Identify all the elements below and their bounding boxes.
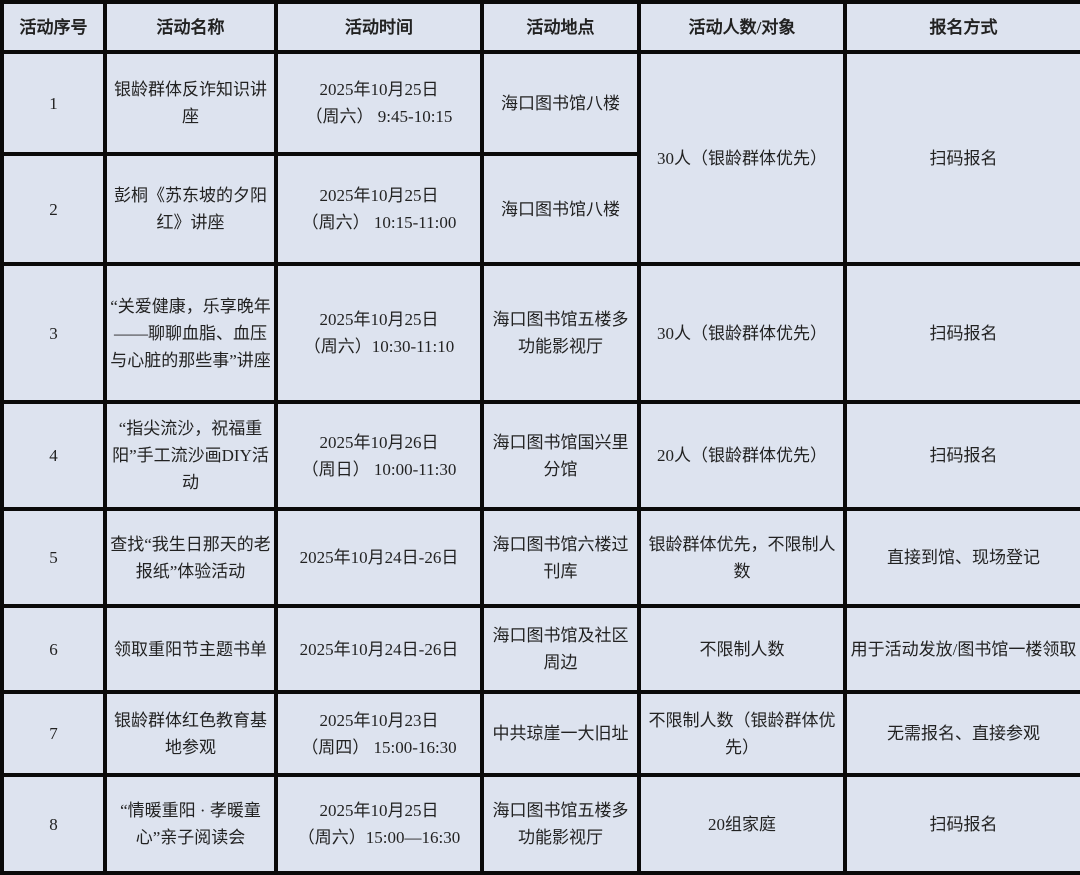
- table-row: 2 彭桐《苏东坡的夕阳红》讲座 2025年10月25日 （周六） 10:15-11…: [0, 152, 1080, 266]
- cell-people: 20人（银龄群体优先）: [637, 400, 847, 511]
- cell-signup: 用于活动发放/图书馆一楼领取: [843, 604, 1080, 694]
- cell-signup: 无需报名、直接参观: [843, 690, 1080, 777]
- table-row: 1 银龄群体反诈知识讲座 2025年10月25日 （周六） 9:45-10:15 …: [0, 50, 1080, 266]
- cell-signup: 直接到馆、现场登记: [843, 507, 1080, 608]
- cell-place: 海口图书馆八楼: [480, 50, 641, 156]
- cell-name: 领取重阳节主题书单: [103, 604, 278, 694]
- header-no: 活动序号: [0, 0, 107, 54]
- time-slot: （周六） 9:45-10:15: [305, 107, 453, 126]
- cell-place: 海口图书馆五楼多功能影视厅: [480, 262, 641, 404]
- cell-people: 银龄群体优先，不限制人数: [637, 507, 847, 608]
- cell-place: 海口图书馆国兴里分馆: [480, 400, 641, 511]
- cell-signup: 扫码报名: [843, 773, 1080, 875]
- cell-place: 中共琼崖一大旧址: [480, 690, 641, 777]
- cell-signup: 扫码报名: [843, 50, 1080, 266]
- cell-name: 银龄群体红色教育基地参观: [103, 690, 278, 777]
- cell-people: 30人（银龄群体优先）: [637, 50, 847, 266]
- header-people: 活动人数/对象: [637, 0, 847, 54]
- time-date: 2025年10月26日: [319, 432, 439, 452]
- cell-name: “情暖重阳 · 孝暖童心”亲子阅读会: [103, 773, 278, 875]
- cell-place: 海口图书馆及社区周边: [480, 604, 641, 694]
- header-time: 活动时间: [274, 0, 484, 54]
- cell-time: 2025年10月23日 （周四） 15:00-16:30: [274, 690, 484, 777]
- cell-no: 1: [0, 50, 107, 156]
- header-place: 活动地点: [480, 0, 641, 54]
- table-row: 7 银龄群体红色教育基地参观 2025年10月23日 （周四） 15:00-16:…: [0, 690, 1080, 777]
- cell-time: 2025年10月24日-26日: [274, 507, 484, 608]
- cell-name: 查找“我生日那天的老报纸”体验活动: [103, 507, 278, 608]
- table-row: 3 “关爱健康，乐享晚年——聊聊血脂、血压与心脏的那些事”讲座 2025年10月…: [0, 262, 1080, 404]
- cell-name: “关爱健康，乐享晚年——聊聊血脂、血压与心脏的那些事”讲座: [103, 262, 278, 404]
- cell-people: 不限制人数（银龄群体优先）: [637, 690, 847, 777]
- cell-time: 2025年10月24日-26日: [274, 604, 484, 694]
- cell-place: 海口图书馆六楼过刊库: [480, 507, 641, 608]
- header-name: 活动名称: [103, 0, 278, 54]
- time-date: 2025年10月25日: [319, 186, 439, 205]
- cell-no: 8: [0, 773, 107, 875]
- cell-time: 2025年10月25日 （周六）10:30-11:10: [274, 262, 484, 404]
- cell-place: 海口图书馆五楼多功能影视厅: [480, 773, 641, 875]
- table-row: 8 “情暖重阳 · 孝暖童心”亲子阅读会 2025年10月25日 （周六）15:0…: [0, 773, 1080, 875]
- time-date: 2025年10月23日: [319, 710, 439, 730]
- time-date: 2025年10月25日: [319, 80, 439, 99]
- header-row: 活动序号 活动名称 活动时间 活动地点 活动人数/对象 报名方式: [0, 0, 1080, 54]
- table-row: 6 领取重阳节主题书单 2025年10月24日-26日 海口图书馆及社区周边 不…: [0, 604, 1080, 694]
- cell-no: 4: [0, 400, 107, 511]
- cell-no: 5: [0, 507, 107, 608]
- cell-place: 海口图书馆八楼: [480, 152, 641, 266]
- table-row: 5 查找“我生日那天的老报纸”体验活动 2025年10月24日-26日 海口图书…: [0, 507, 1080, 608]
- time-slot: （周六）10:30-11:10: [303, 337, 455, 356]
- cell-people: 20组家庭: [637, 773, 847, 875]
- cell-signup: 扫码报名: [843, 400, 1080, 511]
- time-date: 2025年10月25日: [319, 310, 439, 329]
- cell-no: 3: [0, 262, 107, 404]
- cell-time: 2025年10月25日 （周六）15:00—16:30: [274, 773, 484, 875]
- cell-name: 银龄群体反诈知识讲座: [103, 50, 278, 156]
- header-signup: 报名方式: [843, 0, 1080, 54]
- time-slot: （周六）15:00—16:30: [297, 828, 461, 847]
- time-slot: （周日） 10:00-11:30: [301, 459, 457, 479]
- cell-time: 2025年10月25日 （周六） 10:15-11:00: [274, 152, 484, 266]
- time-date: 2025年10月25日: [319, 801, 439, 820]
- cell-no: 6: [0, 604, 107, 694]
- cell-people: 不限制人数: [637, 604, 847, 694]
- cell-people: 30人（银龄群体优先）: [637, 262, 847, 404]
- table-row: 4 “指尖流沙，祝福重阳”手工流沙画DIY活动 2025年10月26日 （周日） …: [0, 400, 1080, 511]
- cell-no: 2: [0, 152, 107, 266]
- cell-time: 2025年10月26日 （周日） 10:00-11:30: [274, 400, 484, 511]
- cell-time: 2025年10月25日 （周六） 9:45-10:15: [274, 50, 484, 156]
- time-slot: （周六） 10:15-11:00: [301, 213, 457, 232]
- cell-name: 彭桐《苏东坡的夕阳红》讲座: [103, 152, 278, 266]
- cell-no: 7: [0, 690, 107, 777]
- cell-name: “指尖流沙，祝福重阳”手工流沙画DIY活动: [103, 400, 278, 511]
- time-slot: （周四） 15:00-16:30: [301, 737, 457, 757]
- cell-signup: 扫码报名: [843, 262, 1080, 404]
